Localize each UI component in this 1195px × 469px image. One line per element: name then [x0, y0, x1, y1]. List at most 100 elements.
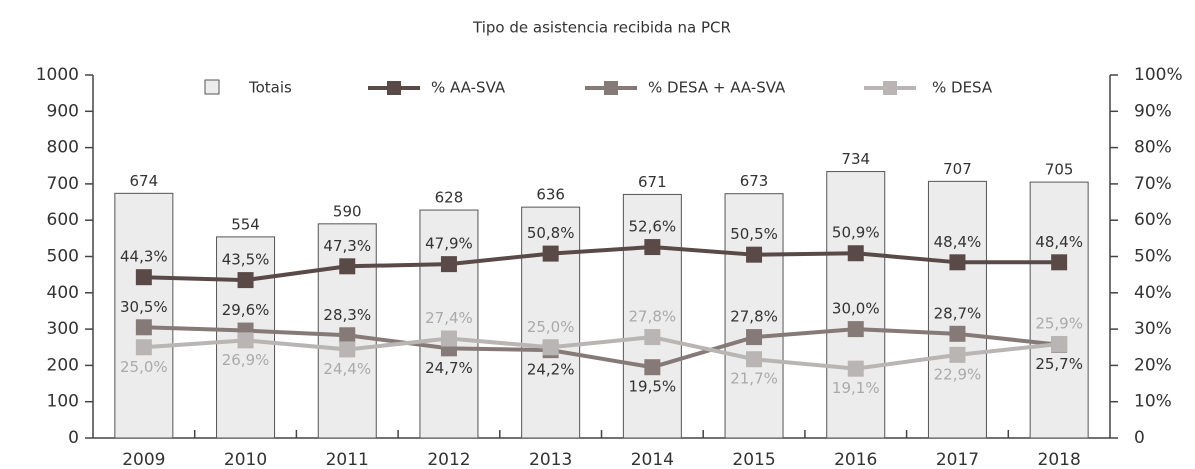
y-tick-label: 400	[47, 283, 79, 303]
y2-tick-label: 0	[1134, 428, 1145, 448]
bar-label: 554	[231, 215, 260, 233]
line	[143, 335, 1060, 371]
marker	[644, 359, 661, 376]
bar	[826, 171, 886, 439]
data-label: 19,1%	[832, 379, 880, 397]
data-label: 27,8%	[730, 308, 778, 326]
y2-tick-label: 50%	[1134, 247, 1172, 267]
data-label: 28,3%	[323, 306, 371, 324]
marker	[237, 272, 254, 289]
legend-swatch	[883, 81, 897, 95]
bar	[622, 193, 682, 439]
x-tick-label: 2016	[834, 450, 877, 469]
chart-title: Tipo de asistencia recibida na PCR	[472, 19, 731, 37]
bar-label: 705	[1045, 161, 1074, 179]
bar	[419, 209, 479, 439]
marker	[542, 245, 559, 262]
data-label: 26,9%	[222, 351, 270, 369]
legend-label: % DESA	[932, 79, 993, 97]
marker	[1051, 335, 1068, 352]
data-label: 27,8%	[629, 308, 677, 326]
bar	[927, 180, 987, 439]
data-label: 44,3%	[120, 248, 168, 266]
data-label: 25,0%	[527, 318, 575, 336]
marker	[746, 351, 763, 368]
marker	[847, 360, 864, 377]
y2-tick-label: 10%	[1134, 392, 1172, 412]
bar-label: 734	[841, 150, 870, 168]
bar-label: 707	[943, 160, 972, 178]
marker	[135, 269, 152, 286]
marker	[847, 245, 864, 262]
marker	[339, 341, 356, 358]
data-label: 19,5%	[629, 378, 677, 396]
data-label: 24,7%	[425, 359, 473, 377]
legend-label: % AA-SVA	[431, 79, 506, 97]
bar-label: 636	[536, 186, 565, 204]
y2-tick-label: 20%	[1134, 355, 1172, 375]
bar-label: 674	[130, 172, 159, 190]
data-label: 47,9%	[425, 235, 473, 253]
bar-label: 671	[638, 173, 667, 191]
legend-label: % DESA + AA-SVA	[648, 79, 786, 97]
marker	[1051, 254, 1068, 271]
data-label: 22,9%	[934, 365, 982, 383]
marker	[644, 329, 661, 346]
bar-label: 673	[740, 172, 769, 190]
y2-tick-label: 80%	[1134, 138, 1172, 158]
marker	[949, 254, 966, 271]
data-label: 21,7%	[730, 370, 778, 388]
data-label: 25,0%	[120, 358, 168, 376]
marker	[339, 327, 356, 344]
marker	[339, 258, 356, 275]
y-tick-label: 500	[47, 247, 79, 267]
bar	[1029, 181, 1089, 439]
y-tick-label: 200	[47, 355, 79, 375]
marker	[644, 239, 661, 256]
data-label: 50,9%	[832, 224, 880, 242]
line	[143, 245, 1060, 283]
y-tick-label: 900	[47, 101, 79, 121]
x-tick-label: 2009	[122, 450, 165, 469]
x-tick-label: 2015	[732, 450, 775, 469]
data-label: 25,9%	[1035, 314, 1083, 332]
legend-label: Totais	[248, 79, 292, 97]
marker	[440, 330, 457, 347]
data-label: 50,5%	[730, 225, 778, 243]
data-label: 25,7%	[1035, 355, 1083, 373]
y-tick-label: 700	[47, 174, 79, 194]
legend-swatch	[604, 81, 618, 95]
y-tick-label: 1000	[36, 65, 79, 85]
y2-tick-label: 90%	[1134, 101, 1172, 121]
bar	[724, 193, 784, 439]
x-tick-label: 2017	[936, 450, 979, 469]
marker	[135, 339, 152, 356]
x-tick-label: 2013	[529, 450, 572, 469]
y2-tick-label: 100%	[1134, 65, 1183, 85]
data-label: 30,0%	[832, 300, 880, 318]
marker	[542, 339, 559, 356]
x-tick-label: 2014	[631, 450, 674, 469]
marker	[237, 332, 254, 349]
y-tick-label: 0	[68, 428, 79, 448]
legend-swatch	[387, 81, 401, 95]
marker	[135, 319, 152, 336]
marker	[949, 325, 966, 342]
y-tick-label: 300	[47, 319, 79, 339]
data-label: 24,2%	[527, 361, 575, 379]
data-label: 27,4%	[425, 309, 473, 327]
data-label: 52,6%	[629, 218, 677, 236]
legend: Totais % AA-SVA % DESA + AA-SVA % DESA	[204, 79, 993, 97]
data-label: 47,3%	[323, 237, 371, 255]
data-label: 28,7%	[934, 304, 982, 322]
bar	[114, 192, 174, 439]
data-label: 29,6%	[222, 301, 270, 319]
line	[143, 325, 1060, 370]
x-tick-label: 2010	[224, 450, 267, 469]
marker	[847, 321, 864, 338]
data-label: 48,4%	[934, 233, 982, 251]
marker	[949, 346, 966, 363]
y2-tick-label: 60%	[1134, 210, 1172, 230]
x-tick-label: 2018	[1038, 450, 1081, 469]
